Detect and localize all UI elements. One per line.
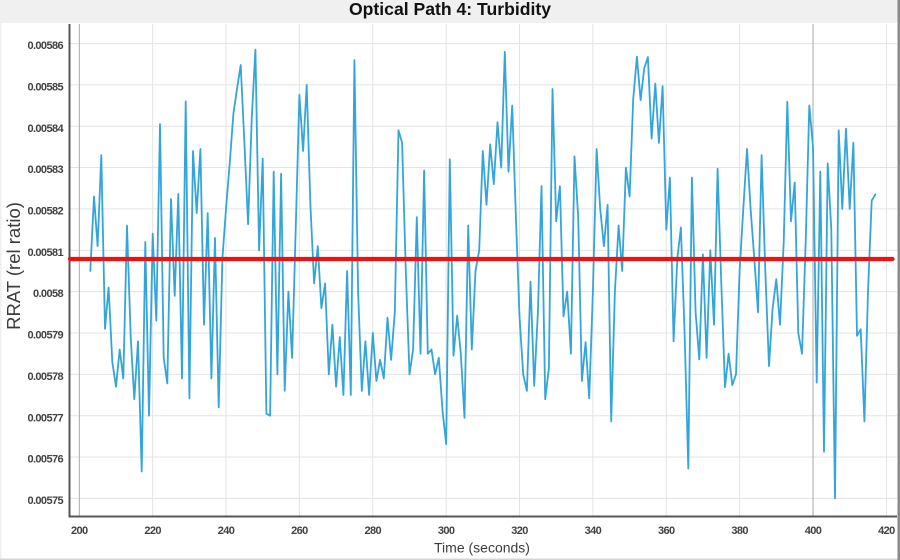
svg-text:0.00586: 0.00586 xyxy=(27,40,63,52)
svg-text:0.00583: 0.00583 xyxy=(27,164,63,176)
svg-text:0.00576: 0.00576 xyxy=(27,454,63,466)
svg-text:300: 300 xyxy=(438,525,455,537)
svg-text:0.00575: 0.00575 xyxy=(27,495,63,507)
svg-text:320: 320 xyxy=(511,525,528,537)
svg-text:340: 340 xyxy=(585,525,602,537)
svg-text:0.0058: 0.0058 xyxy=(33,288,64,300)
svg-text:420: 420 xyxy=(878,525,895,537)
svg-text:0.00584: 0.00584 xyxy=(27,123,64,135)
svg-text:260: 260 xyxy=(291,525,308,537)
svg-text:RRAT (rel ratio): RRAT (rel ratio) xyxy=(3,202,24,330)
svg-text:240: 240 xyxy=(218,525,235,537)
svg-text:0.00582: 0.00582 xyxy=(27,206,63,218)
svg-text:Optical Path 4: Turbidity: Optical Path 4: Turbidity xyxy=(349,0,551,19)
svg-text:Time (seconds): Time (seconds) xyxy=(434,540,530,556)
svg-text:0.00579: 0.00579 xyxy=(27,330,63,342)
svg-text:280: 280 xyxy=(364,525,381,537)
svg-text:0.00577: 0.00577 xyxy=(27,412,63,424)
svg-text:200: 200 xyxy=(71,525,88,537)
svg-text:0.00581: 0.00581 xyxy=(27,247,63,259)
svg-text:400: 400 xyxy=(805,525,822,537)
svg-text:0.00578: 0.00578 xyxy=(27,371,63,383)
svg-text:220: 220 xyxy=(144,525,161,537)
svg-text:360: 360 xyxy=(658,525,675,537)
svg-text:0.00585: 0.00585 xyxy=(27,81,63,93)
svg-text:380: 380 xyxy=(731,525,748,537)
